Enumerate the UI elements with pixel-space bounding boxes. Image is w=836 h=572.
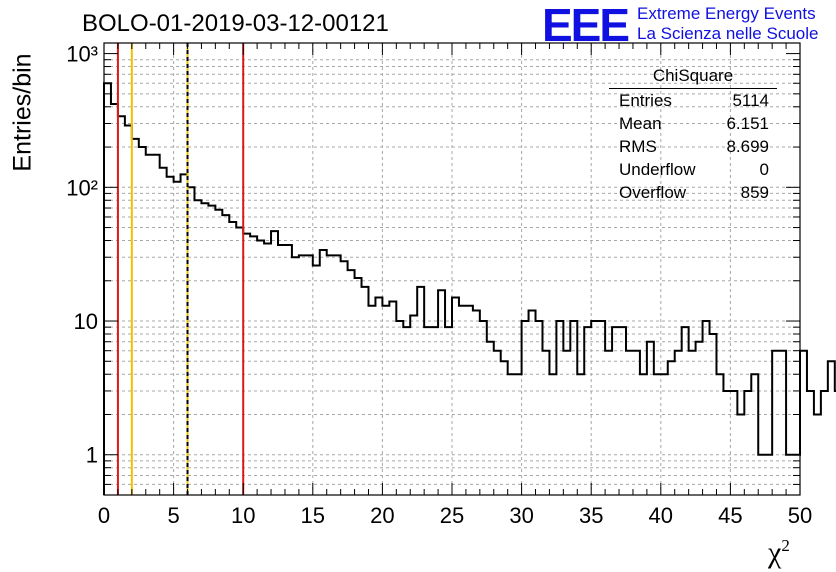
x-tick-label: 25 <box>440 503 464 528</box>
x-tick-label: 50 <box>788 503 812 528</box>
y-tick-label: 10 <box>74 309 98 334</box>
x-tick-label: 10 <box>231 503 255 528</box>
stat-row-underflow: Underflow 0 <box>609 158 777 181</box>
x-tick-label: 40 <box>649 503 673 528</box>
stat-label: Entries <box>619 90 672 110</box>
x-tick-label: 20 <box>370 503 394 528</box>
x-tick-label: 5 <box>167 503 179 528</box>
eee-logo: EEE <box>542 0 630 51</box>
y-tick-label: 10³ <box>66 42 98 67</box>
stat-value: 0 <box>759 159 769 179</box>
stat-value: 6.151 <box>726 113 769 133</box>
stat-row-overflow: Overflow 859 <box>609 181 777 204</box>
stats-title: ChiSquare <box>609 66 777 89</box>
stat-value: 8.699 <box>726 136 769 156</box>
x-tick-label: 45 <box>718 503 742 528</box>
y-tick-label: 10² <box>66 175 98 200</box>
logo-line-2: La Scienza nelle Scuole <box>637 24 819 43</box>
x-tick-label: 35 <box>579 503 603 528</box>
stat-label: Underflow <box>619 159 696 179</box>
x-tick-label: 30 <box>509 503 533 528</box>
stat-row-mean: Mean 6.151 <box>609 112 777 135</box>
y-axis-label: Entries/bin <box>8 53 37 172</box>
logo-line-1: Extreme Energy Events <box>637 4 816 23</box>
y-tick-label: 1 <box>86 443 98 468</box>
stats-box: ChiSquare Entries 5114 Mean 6.151 RMS 8.699… <box>609 66 777 204</box>
stat-label: Overflow <box>619 182 687 202</box>
x-axis-label: χ2 <box>768 536 790 569</box>
x-tick-label: 15 <box>301 503 325 528</box>
stat-label: RMS <box>619 136 657 156</box>
x-tick-label: 0 <box>98 503 110 528</box>
stat-value: 5114 <box>732 90 769 110</box>
stat-row-rms: RMS 8.699 <box>609 135 777 158</box>
stat-row-entries: Entries 5114 <box>609 89 777 112</box>
stat-label: Mean <box>619 113 662 133</box>
stat-value: 859 <box>740 182 769 202</box>
chart-title: BOLO-01-2019-03-12-00121 <box>82 10 389 37</box>
